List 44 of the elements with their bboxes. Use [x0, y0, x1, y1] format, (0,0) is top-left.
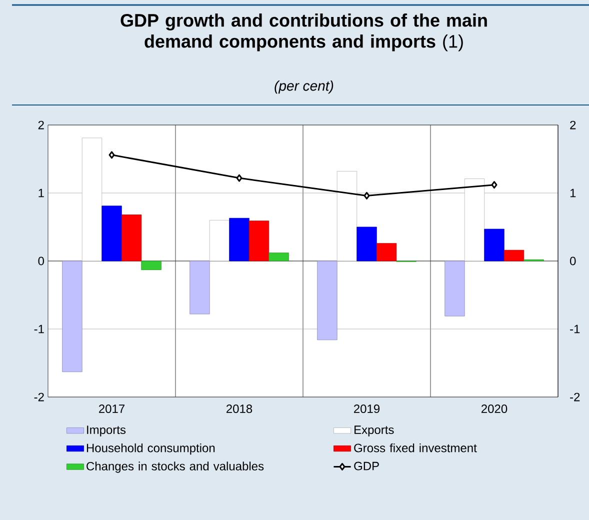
legend-label: Imports	[87, 426, 126, 436]
y2-tick-label: -2	[570, 392, 580, 402]
bar	[121, 214, 142, 262]
y2-tick-label: 2	[570, 120, 576, 130]
y-tick-label: -2	[34, 392, 44, 402]
y-tick-label: 0	[38, 256, 44, 266]
bar	[209, 220, 230, 262]
y2-tick-label: -1	[570, 324, 580, 334]
x-tick-label: 2019	[354, 404, 380, 414]
chart-title: GDP growth and contributions of the main demand components and imports (1)	[120, 14, 487, 52]
point	[364, 192, 370, 200]
bar	[336, 171, 358, 262]
bar	[356, 226, 377, 262]
x-tick-label: 2017	[99, 404, 124, 414]
bar	[190, 260, 210, 314]
bar	[484, 228, 504, 262]
chart-subtitle: (per cent)	[274, 80, 334, 94]
y2-tick-label: 1	[570, 188, 576, 198]
bar	[229, 218, 250, 262]
legend-label: Changes in stocks and valuables	[86, 462, 264, 473]
point	[108, 151, 115, 159]
legend-label: Gross fixed investment	[354, 443, 477, 452]
bar	[102, 206, 122, 262]
legend-label: Exports	[354, 426, 394, 436]
bar	[464, 178, 485, 262]
point	[491, 181, 498, 189]
y2-tick-label: 0	[570, 256, 576, 266]
x-tick-label: 2020	[482, 404, 508, 414]
legend-label: Household consumption	[86, 443, 215, 455]
bar	[376, 243, 397, 262]
bar	[317, 260, 338, 340]
bar	[62, 260, 82, 372]
bar	[268, 252, 289, 262]
y-tick-label: -1	[34, 324, 44, 334]
bar	[141, 260, 162, 270]
point	[236, 174, 242, 182]
bar	[444, 260, 465, 316]
bar	[82, 138, 102, 262]
bar	[504, 250, 524, 262]
bar	[248, 220, 270, 262]
legend-label: GDP	[354, 462, 379, 470]
y-tick-label: 2	[38, 120, 44, 130]
y-tick-label: 1	[38, 188, 44, 198]
x-tick-label: 2018	[226, 404, 252, 414]
